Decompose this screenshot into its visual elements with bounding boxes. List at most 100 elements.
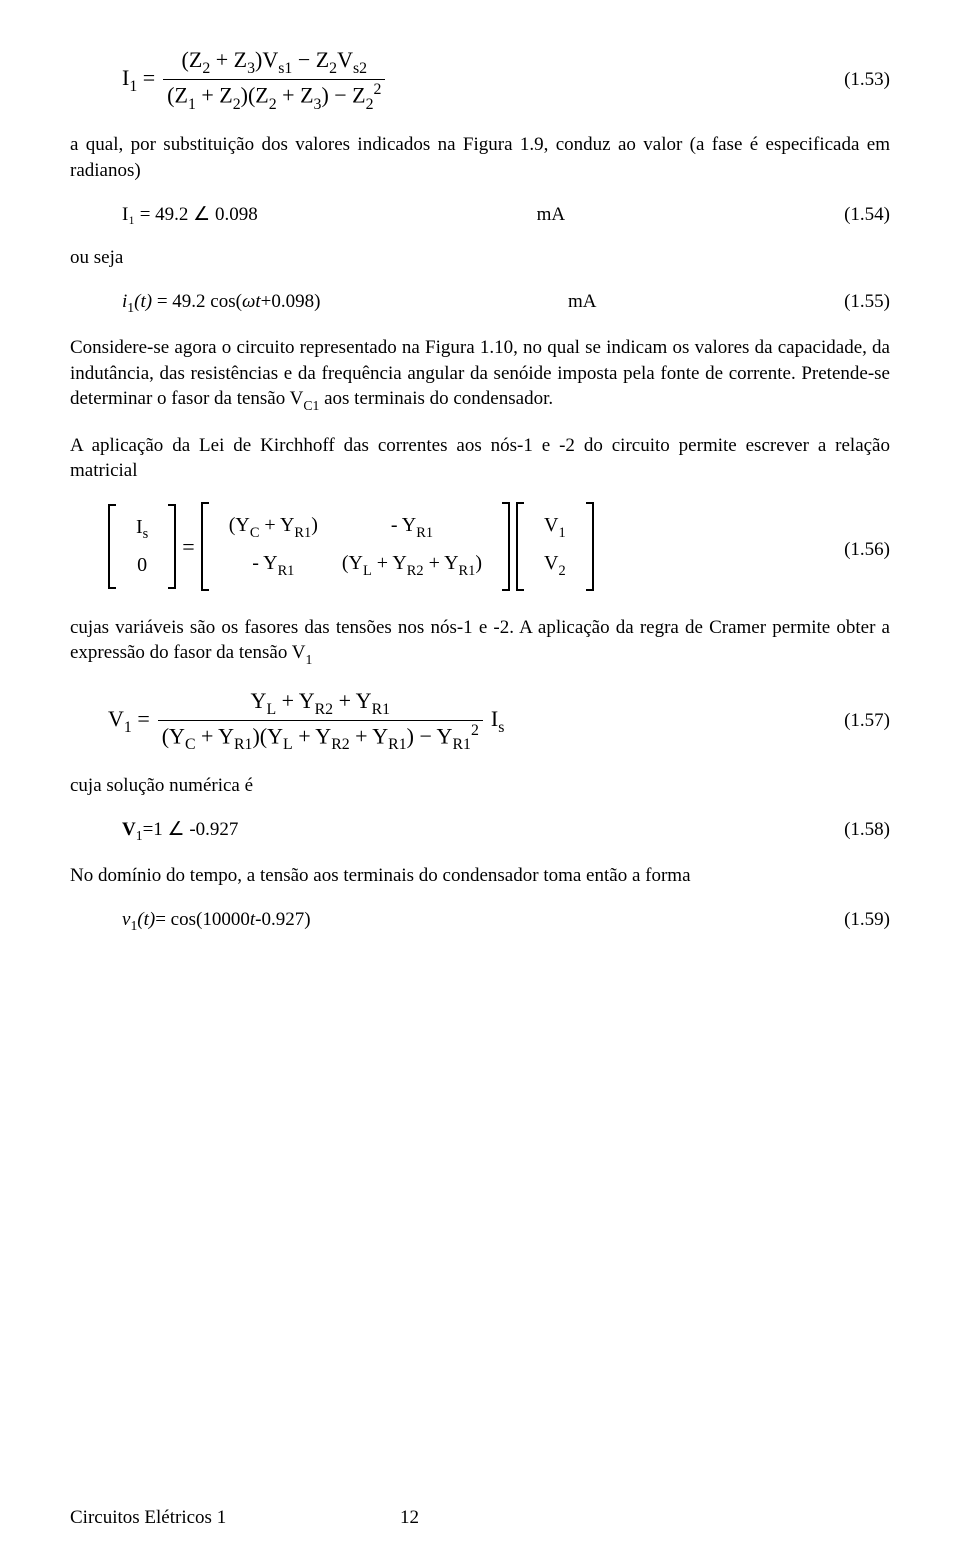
eq53-num-c-sub: s1 xyxy=(278,60,292,77)
eq53-den-e: ) − Z xyxy=(321,82,365,107)
eq57-den-b-sub: R1 xyxy=(234,736,252,753)
equation-1-53-body: I1 = (Z2 + Z3)Vs1 − Z2Vs2 (Z1 + Z2)(Z2 +… xyxy=(70,46,385,114)
eq57-num-b: + Y xyxy=(276,688,314,713)
eq56-m21-a: - Y xyxy=(252,552,277,574)
eq54-left: I₁ = 49.2 ∠ 0.098 xyxy=(122,202,258,228)
eq53-den-b-sub: 2 xyxy=(233,96,241,113)
eq59-rest: = cos(10000 xyxy=(155,909,250,930)
eq56-m11-b-sub: R1 xyxy=(294,525,311,541)
eq57-den-f: ) − Y xyxy=(407,723,453,748)
equation-1-57-body: V1 = YL + YR2 + YR1 (YC + YR1)(YL + YR2 … xyxy=(70,687,504,755)
eq56-m11-b: + Y xyxy=(259,514,294,536)
eq53-num-d: − Z xyxy=(292,47,329,72)
eq57-num-c-sub: R1 xyxy=(372,701,390,718)
eq58-v: V xyxy=(122,819,136,840)
eq57-den-d-sub: R2 xyxy=(331,736,349,753)
equation-number-1-59: (1.59) xyxy=(844,907,890,933)
eq57-eqsign: = xyxy=(132,706,150,731)
eq54-mid: mA xyxy=(258,202,844,228)
eq57-den-f-sub: R1 xyxy=(452,736,470,753)
eq55-omega: ω xyxy=(242,291,255,312)
eq56-m22-a-sub: L xyxy=(363,563,372,579)
eq53-num-c: )V xyxy=(255,47,278,72)
eq57-den-b: + Y xyxy=(196,723,234,748)
eq56-m21-a-sub: R1 xyxy=(278,563,295,579)
eq56-rvec-r2-sub: 2 xyxy=(558,563,565,579)
eq55-eq: = 49.2 cos( xyxy=(152,291,242,312)
equation-number-1-58: (1.58) xyxy=(844,817,890,843)
eq56-m22-d: ) xyxy=(475,552,482,574)
eq56-lvec-r2: 0 xyxy=(137,554,147,576)
eq56-m11-c: ) xyxy=(311,514,318,536)
eq59-end: -0.927) xyxy=(255,909,310,930)
eq55-sub: 1 xyxy=(127,300,134,315)
eq53-den-c-sub: 2 xyxy=(269,96,277,113)
eq56-rvec-r1-sub: 1 xyxy=(558,525,565,541)
eq56-m22-c-sub: R1 xyxy=(459,563,476,579)
eq55-left: i1(t) = 49.2 cos(ωt+0.098) xyxy=(122,289,320,317)
eq59-sub: 1 xyxy=(130,918,137,933)
eq59-t: (t) xyxy=(137,909,155,930)
eq57-den-d: + Y xyxy=(293,723,331,748)
paragraph-ou-seja: ou seja xyxy=(70,245,890,271)
p2-sub: C1 xyxy=(303,398,319,413)
eq57-lhs: V xyxy=(108,706,124,731)
eq57-num-b-sub: R2 xyxy=(315,701,333,718)
p4-a: cujas variáveis são os fasores das tensõ… xyxy=(70,617,890,664)
eq58-sub: 1 xyxy=(136,828,143,843)
paragraph-5: cuja solução numérica é xyxy=(70,773,890,799)
equation-number-1-55: (1.55) xyxy=(844,289,890,315)
eq59-left: v1(t)= cos(10000t-0.927) xyxy=(122,907,311,935)
paragraph-4: cujas variáveis são os fasores das tensõ… xyxy=(70,615,890,669)
eq53-lhs-sub: 1 xyxy=(129,78,137,95)
eq57-num-a: Y xyxy=(251,688,267,713)
equation-1-56-body: Is 0 = (YC + YR1) - YR1 - YR1 (YL + YR2 … xyxy=(70,502,594,597)
equation-number-1-54: (1.54) xyxy=(844,202,890,228)
eq53-den-a-sub: 1 xyxy=(188,96,196,113)
equation-1-57: V1 = YL + YR2 + YR1 (YC + YR1)(YL + YR2 … xyxy=(70,687,890,755)
eq56-lvec-r1-sub: s xyxy=(143,526,149,542)
eq56-rvec-r2: V xyxy=(544,552,558,574)
eq56-m12-a-sub: R1 xyxy=(416,525,433,541)
eq53-den-b: + Z xyxy=(196,82,233,107)
eq53-eqsign: = xyxy=(137,65,155,90)
eq55-rest: +0.098) xyxy=(261,291,321,312)
equation-1-59: v1(t)= cos(10000t-0.927) (1.59) xyxy=(70,907,890,935)
eq58-left: V1=1 ∠ -0.927 xyxy=(122,817,238,845)
eq56-m22-c: + Y xyxy=(424,552,459,574)
eq57-den-c-sub: L xyxy=(283,736,293,753)
eq56-m22-a: (Y xyxy=(342,552,363,574)
eq57-den-f-sup: 2 xyxy=(471,722,479,739)
eq56-m12-a: - Y xyxy=(391,514,416,536)
equation-number-1-53: (1.53) xyxy=(844,67,890,93)
eq53-den-e-sub: 2 xyxy=(366,96,374,113)
eq56-lvec-r1: I xyxy=(136,516,143,538)
eq56-m22-b: + Y xyxy=(372,552,407,574)
equation-1-56: Is 0 = (YC + YR1) - YR1 - YR1 (YL + YR2 … xyxy=(70,502,890,597)
paragraph-6: No domínio do tempo, a tensão aos termin… xyxy=(70,863,890,889)
eq57-den-a: (Y xyxy=(162,723,185,748)
eq53-num-d-sub: 2 xyxy=(329,60,337,77)
eq56-m11-a-sub: C xyxy=(250,525,260,541)
eq53-den-d: + Z xyxy=(277,82,314,107)
equation-1-58: V1=1 ∠ -0.927 (1.58) xyxy=(70,817,890,845)
eq57-den-e-sub: R1 xyxy=(388,736,406,753)
eq55-t: (t) xyxy=(134,291,152,312)
eq53-num-a: (Z xyxy=(182,47,203,72)
eq53-num-b-sub: 3 xyxy=(247,60,255,77)
eq57-den-c: )(Y xyxy=(252,723,283,748)
eq53-den-a: (Z xyxy=(167,82,188,107)
equation-number-1-56: (1.56) xyxy=(844,537,890,563)
p2-b: aos terminais do condensador. xyxy=(319,388,553,409)
equation-1-54: I₁ = 49.2 ∠ 0.098 mA (1.54) xyxy=(70,202,890,228)
footer-page-number: 12 xyxy=(400,1505,419,1531)
eq53-num-e: V xyxy=(337,47,353,72)
paragraph-1: a qual, por substituição dos valores ind… xyxy=(70,132,890,183)
eq53-den-d-sub: 3 xyxy=(314,96,322,113)
eq57-num-c: + Y xyxy=(333,688,371,713)
eq57-lhs-sub: 1 xyxy=(124,719,132,736)
eq57-den-a-sub: C xyxy=(185,736,196,753)
eq57-den-e: + Y xyxy=(350,723,388,748)
eq56-m11-a: (Y xyxy=(229,514,250,536)
footer-title: Circuitos Elétricos 1 xyxy=(70,1505,226,1531)
